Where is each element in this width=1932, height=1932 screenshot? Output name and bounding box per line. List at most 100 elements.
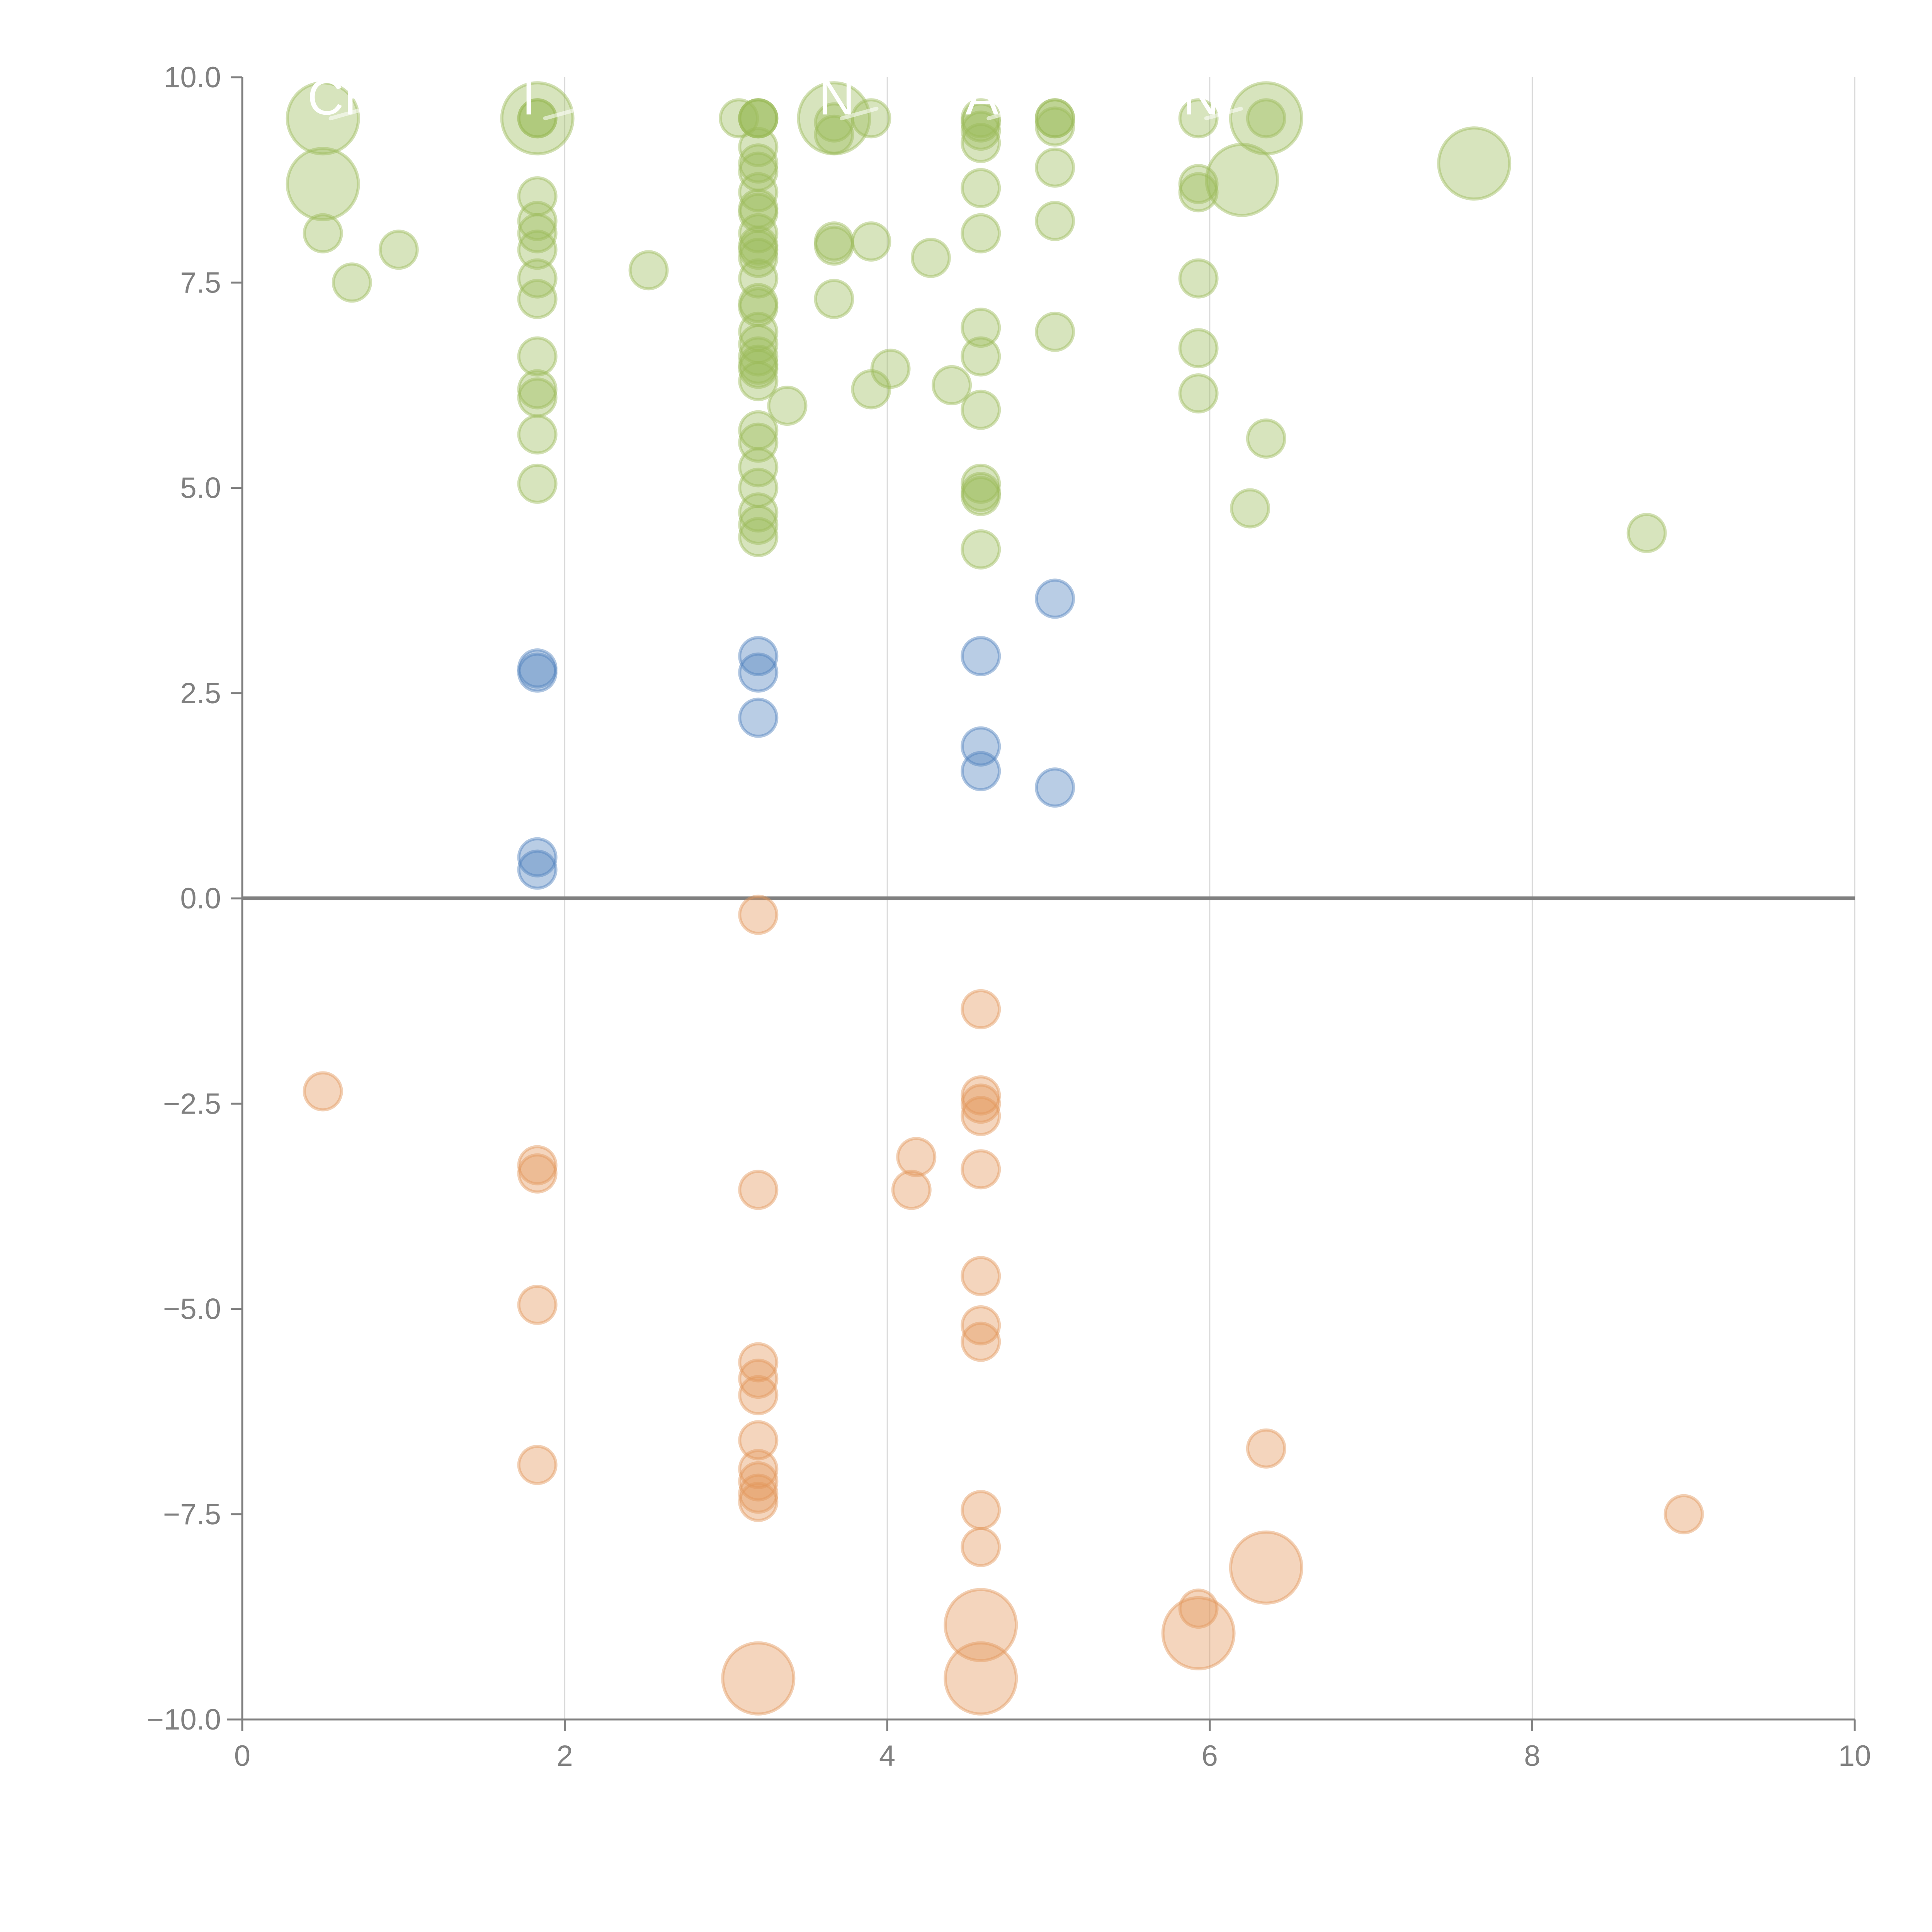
bubble-green — [961, 476, 1001, 516]
bubble-green — [286, 81, 360, 156]
bubble-green — [961, 111, 1001, 151]
bubble-orange — [1246, 1428, 1286, 1469]
annotation-leader-line — [328, 107, 367, 121]
bubble-orange — [944, 1641, 1018, 1716]
bubble-green — [738, 287, 779, 327]
bubble-green — [517, 201, 558, 241]
bubble-green — [1205, 143, 1279, 217]
y-tick-label: 0.0 — [180, 882, 221, 915]
bubble-green — [738, 517, 779, 557]
bubble-orange — [517, 1153, 558, 1194]
bubble-blue — [517, 837, 558, 878]
bubble-green — [814, 279, 854, 319]
bubble-green — [332, 262, 372, 303]
bubble-orange — [738, 1359, 779, 1399]
bubble-green — [738, 143, 779, 184]
bubble-orange — [738, 1342, 779, 1383]
bubble-green — [1178, 328, 1219, 369]
bubble-green — [1178, 258, 1219, 299]
bubble-green — [814, 221, 854, 262]
bubble-green — [517, 336, 558, 377]
y-tick-label: 7.5 — [180, 266, 221, 299]
bubble-green — [738, 225, 779, 266]
bubble-orange — [1161, 1596, 1236, 1670]
bubble-orange — [738, 1420, 779, 1461]
bubble-orange — [738, 1170, 779, 1210]
bubble-green — [1035, 98, 1075, 139]
x-tick-label: 6 — [1202, 1740, 1218, 1772]
bubble-orange — [517, 1145, 558, 1185]
bubble-green — [738, 151, 779, 192]
bubble-green — [738, 213, 779, 253]
bubble-green — [1437, 126, 1512, 201]
bubble-green — [517, 377, 558, 418]
bubble-orange — [303, 1071, 343, 1112]
bubble-green — [738, 238, 779, 278]
bubble-orange — [961, 1075, 1001, 1116]
bubble-orange — [721, 1641, 796, 1716]
bubble-green — [1178, 373, 1219, 414]
bubble-orange — [517, 1445, 558, 1485]
bubble-green — [851, 98, 891, 139]
bubble-orange — [738, 1473, 779, 1514]
bubble-green — [738, 258, 779, 299]
bubble-green — [738, 98, 779, 139]
bubble-green — [1178, 172, 1219, 213]
bubble-orange — [517, 1284, 558, 1325]
bubble-green — [517, 230, 558, 270]
bubble-green — [628, 250, 669, 291]
bubble-green — [932, 365, 972, 405]
bubble-green — [738, 172, 779, 213]
bubble-green — [961, 123, 1001, 163]
annotation-leader-line — [1204, 107, 1243, 121]
bubble-green — [1246, 98, 1286, 139]
x-tick-label: 0 — [234, 1740, 250, 1772]
bubble-green — [961, 389, 1001, 430]
bubble-green — [517, 98, 558, 139]
bubble-green — [738, 344, 779, 385]
bubble-green — [517, 414, 558, 455]
bubble-green — [738, 311, 779, 352]
bubble-green — [738, 492, 779, 533]
y-tick-label: −2.5 — [163, 1087, 221, 1120]
bubble-green — [738, 422, 779, 463]
bubble-green — [378, 230, 419, 270]
x-tick-label: 2 — [556, 1740, 573, 1772]
bubble-blue — [961, 636, 1001, 677]
bubble-green — [1229, 81, 1303, 156]
annotation-layer: CH I N A N — [308, 69, 1243, 125]
bubble-green — [738, 361, 779, 401]
bubble-orange — [961, 1149, 1001, 1190]
bubble-green — [738, 283, 779, 323]
bubble-green — [738, 324, 779, 364]
y-tick-label: −7.5 — [163, 1498, 221, 1531]
bubble-green — [961, 98, 1001, 139]
annotation-label: N — [818, 69, 855, 125]
bubble-green — [961, 472, 1001, 512]
bubble-green — [910, 238, 951, 278]
bubble-orange — [738, 895, 779, 935]
bubble-green — [851, 221, 891, 262]
y-tick-label: 5.0 — [180, 472, 221, 505]
bubble-green — [303, 213, 343, 253]
x-tick-label: 10 — [1838, 1740, 1871, 1772]
bubble-blue — [961, 751, 1001, 791]
bubble-green — [961, 213, 1001, 253]
bubble-green — [1626, 513, 1667, 553]
bubble-green — [961, 102, 1001, 143]
x-tick-label: 8 — [1524, 1740, 1540, 1772]
annotation-label: N — [1183, 69, 1219, 125]
bubble-blue — [738, 652, 779, 693]
bubble-green — [1035, 311, 1075, 352]
bubble-green — [738, 230, 779, 270]
bubble-blue — [738, 697, 779, 738]
bubble-green — [1035, 98, 1075, 139]
bubble-orange — [1229, 1530, 1303, 1605]
bubble-green — [517, 176, 558, 217]
bubble-blue — [517, 648, 558, 689]
bubble-green — [870, 349, 911, 389]
bubble-green — [1178, 98, 1219, 139]
annotation-leader-line — [543, 107, 582, 121]
annotation-label: A — [965, 69, 999, 125]
